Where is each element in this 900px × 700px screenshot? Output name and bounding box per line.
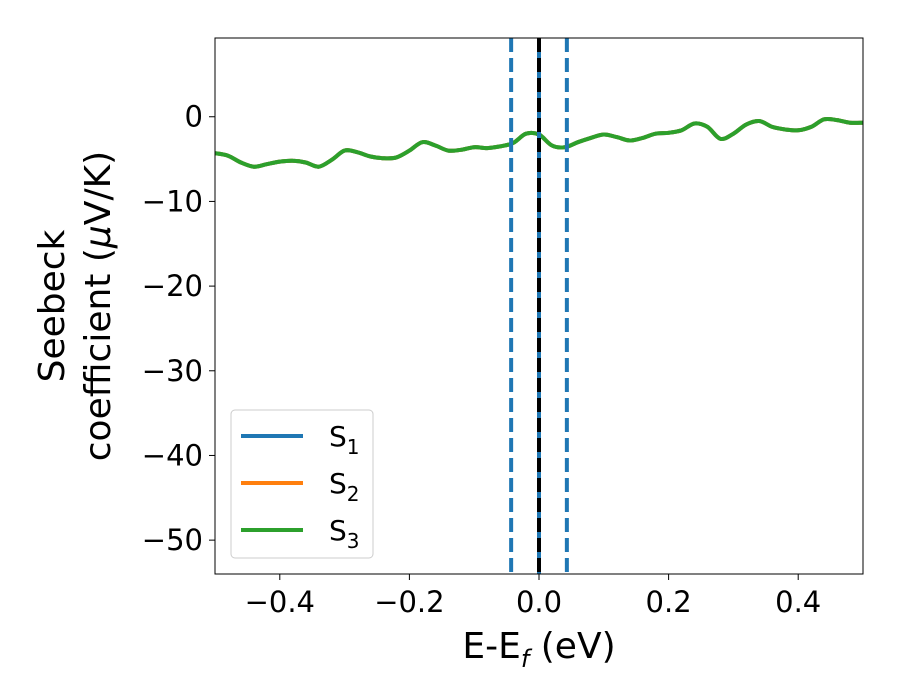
y-axis-label-line1: Seebeck [32,229,73,382]
x-tick-label: −0.2 [374,585,444,619]
x-tick-label: −0.4 [245,585,315,619]
y-axis-label-line2: coefficient (μV/K) [78,151,119,461]
legend: S1 S2 S3 [230,409,374,559]
legend-label-1: S1 [329,420,360,459]
x-tick-label: 0.4 [775,585,821,619]
y-tick-label: −40 [142,438,203,472]
x-tick-label: 0.2 [646,585,692,619]
x-tick-label: 0.0 [516,585,562,619]
y-tick-label: 0 [185,100,203,134]
x-axis: −0.4 −0.2 0.0 0.2 0.4 [245,574,821,619]
y-tick-label: −50 [142,523,203,557]
y-tick-label: −10 [142,184,203,218]
y-tick-label: −20 [142,269,203,303]
y-axis-label: Seebeck coefficient (μV/K) [32,151,119,461]
y-axis: 0 −10 −20 −30 −40 −50 [142,100,215,557]
x-axis-label: E-Ef (eV) [462,626,615,673]
vline-layer [509,38,569,574]
legend-label-3: S3 [329,514,360,553]
legend-label-2: S2 [329,467,360,506]
y-tick-label: −30 [142,354,203,388]
